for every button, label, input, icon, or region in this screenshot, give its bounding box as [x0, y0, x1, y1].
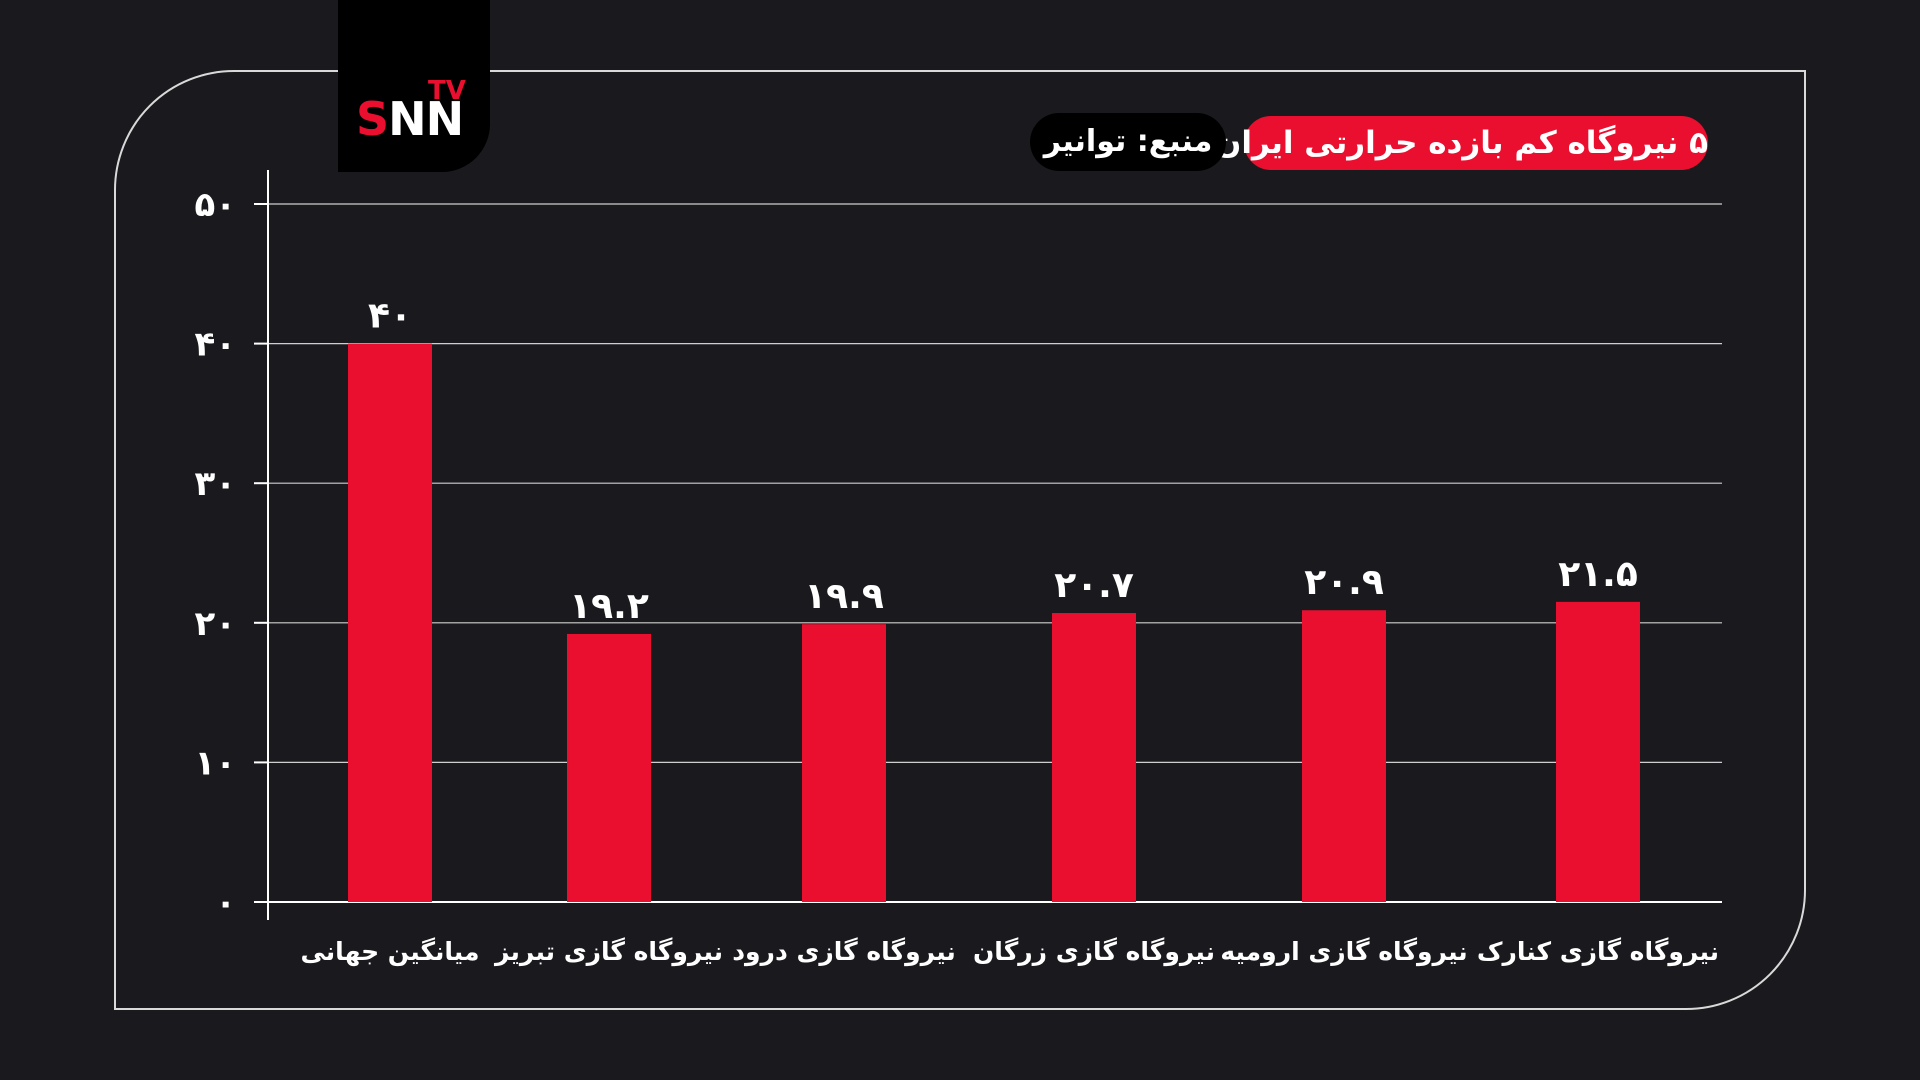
bar-value-label: ۱۹.۲ — [569, 586, 649, 627]
logo-tv: TV — [428, 76, 466, 106]
bar — [1302, 610, 1386, 902]
category-label: نیروگاه گازی تبریز — [493, 937, 723, 967]
bar — [1052, 613, 1136, 902]
y-tick-label: ۴۰ — [194, 325, 236, 365]
logo-s: S — [356, 92, 389, 146]
bar-value-label: ۲۱.۵ — [1558, 554, 1638, 595]
bar-value-label: ۴۰ — [368, 296, 412, 337]
category-label: نیروگاه گازی زرگان — [973, 937, 1215, 967]
source-label: منبع: توانیر — [1030, 113, 1226, 171]
y-tick-label: ۲۰ — [194, 604, 236, 644]
chart-title: ۵ نیروگاه کم بازده حرارتی ایران — [1215, 116, 1708, 170]
y-tick-label: ۳۰ — [194, 464, 236, 504]
category-label: نیروگاه گازی ارومیه — [1220, 937, 1467, 967]
category-label: نیروگاه گازی کنارک — [1477, 937, 1719, 967]
category-label: میانگین جهانی — [301, 937, 480, 967]
bar-value-label: ۱۹.۹ — [804, 576, 884, 617]
snn-logo: SNN TV — [338, 0, 490, 172]
bar — [348, 343, 432, 903]
category-label: نیروگاه گازی درود — [732, 937, 956, 967]
bar — [567, 633, 651, 902]
logo-nn: NN — [388, 92, 464, 146]
bar-value-label: ۲۰.۷ — [1054, 565, 1134, 606]
bar — [802, 624, 886, 902]
y-tick-label: ۵۰ — [194, 185, 236, 225]
bar — [1556, 601, 1640, 902]
y-tick-label: ۱۰ — [194, 743, 236, 783]
bar-value-label: ۲۰.۹ — [1304, 562, 1384, 603]
chart-frame — [114, 70, 1806, 1010]
y-tick-label: ۰ — [215, 883, 236, 923]
logo-wordmark: SNN — [356, 96, 464, 142]
